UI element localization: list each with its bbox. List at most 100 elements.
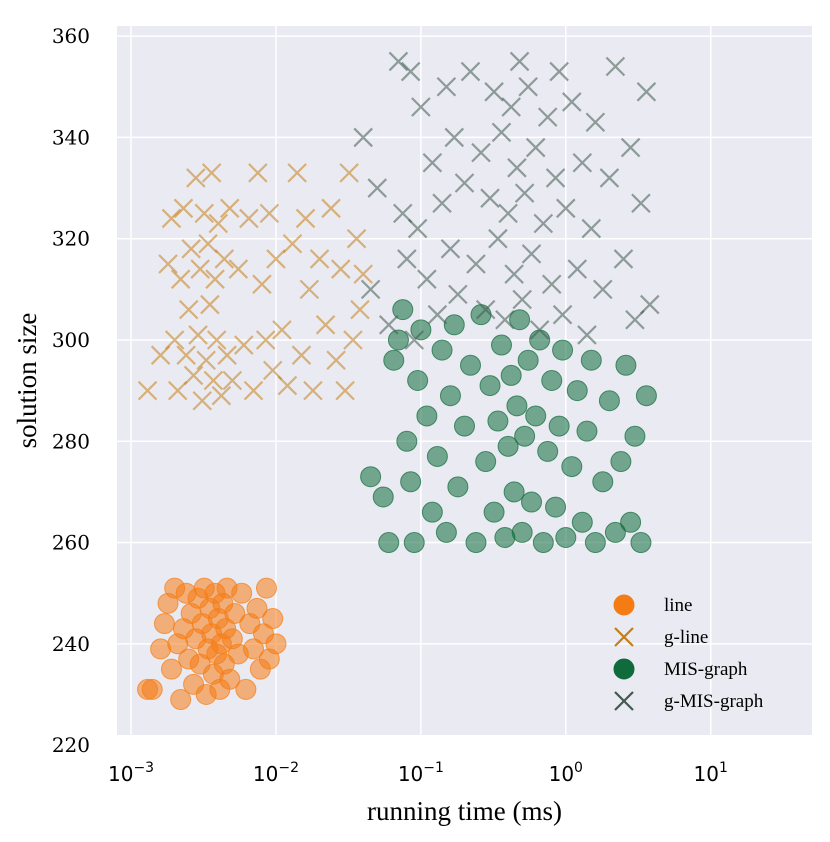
x-tick-label: 10−2	[253, 760, 299, 786]
data-point-g-MIS-graph	[577, 325, 597, 345]
y-tick-label: 360	[52, 24, 90, 48]
data-point-g-MIS-graph	[404, 330, 425, 350]
data-point-g-line	[211, 385, 232, 406]
data-point-g-MIS-graph	[581, 218, 602, 239]
data-point-g-MIS-graph	[498, 203, 518, 224]
data-point-line	[224, 602, 246, 624]
x-tick-label: 101	[694, 760, 728, 786]
legend: line g-line MIS-graph g-MIS-graph	[613, 594, 764, 712]
data-point-g-MIS-graph	[640, 294, 660, 315]
data-point-g-line	[198, 233, 218, 254]
data-point-g-MIS-graph	[599, 168, 620, 188]
data-point-g-MIS-graph	[417, 269, 437, 289]
data-point-g-line	[137, 380, 158, 401]
data-point-g-MIS-graph	[521, 244, 542, 264]
data-point-MIS-graph	[403, 532, 425, 554]
data-point-g-MIS-graph	[440, 239, 461, 259]
y-tick-label: 220	[52, 733, 90, 757]
data-point-g-line	[178, 299, 199, 320]
data-point-g-MIS-graph	[427, 304, 448, 325]
data-point-MIS-graph	[490, 334, 512, 356]
data-point-g-line	[222, 370, 243, 391]
data-point-MIS-graph	[517, 349, 539, 371]
data-point-g-line	[287, 163, 307, 183]
y-tick-label: 300	[52, 328, 90, 352]
legend-marker-g-line	[614, 627, 634, 647]
y-tick-label: 240	[52, 632, 90, 656]
data-point-MIS-graph	[360, 466, 382, 488]
data-point-MIS-graph	[396, 430, 418, 452]
y-tick-label: 280	[52, 429, 90, 453]
data-point-g-MIS-graph	[388, 51, 409, 72]
data-point-line	[231, 582, 253, 604]
data-point-MIS-graph	[503, 481, 525, 503]
data-point-MIS-graph	[566, 380, 588, 402]
data-point-g-MIS-graph	[432, 193, 452, 214]
data-point-MIS-graph	[407, 370, 429, 391]
data-point-MIS-graph	[620, 511, 642, 533]
data-point-line	[170, 689, 192, 711]
data-point-g-MIS-graph	[484, 82, 504, 102]
data-point-line	[153, 613, 175, 635]
data-point-MIS-graph	[439, 385, 461, 407]
data-point-g-MIS-graph	[537, 107, 558, 127]
data-point-g-line	[181, 239, 201, 259]
data-point-g-line	[252, 274, 272, 295]
data-point-MIS-graph	[635, 385, 657, 407]
data-point-g-MIS-graph	[471, 142, 491, 163]
data-point-MIS-graph	[571, 511, 593, 533]
data-point-MIS-graph	[487, 410, 509, 432]
data-point-g-line	[200, 294, 220, 315]
data-point-g-MIS-graph	[636, 82, 657, 102]
data-point-g-line	[164, 330, 185, 350]
data-point-g-line	[183, 365, 204, 386]
data-point-g-MIS-graph	[460, 61, 481, 82]
legend-label-g-line: g-line	[664, 627, 708, 648]
data-point-g-line	[161, 208, 182, 229]
data-point-g-line	[206, 330, 227, 350]
data-point-g-line	[326, 350, 346, 371]
data-point-g-line	[346, 228, 367, 249]
data-point-g-line	[339, 163, 359, 183]
x-tick-label: 10−3	[108, 760, 154, 786]
data-point-MIS-graph	[400, 471, 422, 493]
data-point-g-line	[192, 390, 213, 411]
data-point-g-MIS-graph	[448, 284, 468, 305]
data-point-g-line	[203, 370, 224, 391]
data-point-g-MIS-graph	[549, 61, 569, 82]
data-point-MIS-graph	[514, 425, 536, 447]
data-point-g-MIS-graph	[545, 168, 566, 188]
data-point-MIS-graph	[447, 476, 469, 498]
data-point-g-line	[217, 345, 237, 365]
data-point-g-line	[291, 345, 312, 365]
data-point-g-line	[295, 208, 316, 229]
series-g-MIS-graph	[353, 51, 660, 350]
legend-item-MIS-graph: MIS-graph	[613, 658, 748, 680]
x-tick-label: 100	[549, 760, 583, 786]
data-point-g-MIS-graph	[593, 279, 613, 300]
data-point-line	[235, 678, 257, 700]
data-point-g-MIS-graph	[475, 299, 496, 320]
data-point-g-MIS-graph	[518, 76, 538, 97]
data-point-MIS-graph	[506, 395, 528, 417]
data-point-g-MIS-graph	[488, 228, 508, 249]
data-point-g-line	[190, 259, 210, 279]
data-point-MIS-graph	[392, 299, 414, 321]
data-point-g-MIS-graph	[466, 254, 486, 274]
data-point-MIS-graph	[475, 451, 497, 473]
data-point-g-MIS-graph	[480, 188, 500, 208]
data-point-MIS-graph	[624, 425, 646, 447]
y-axis-ticks: 220 240 260 280 300 320 340 360	[52, 24, 90, 757]
data-point-g-MIS-graph	[572, 152, 593, 173]
data-point-line	[141, 678, 163, 700]
data-point-g-MIS-graph	[541, 274, 562, 295]
data-point-g-line	[201, 163, 222, 183]
data-point-MIS-graph	[511, 521, 533, 543]
data-point-g-line	[188, 325, 208, 345]
data-point-g-MIS-graph	[585, 112, 606, 132]
data-point-g-line	[196, 350, 216, 371]
data-point-g-line	[214, 249, 235, 269]
data-point-g-MIS-graph	[392, 203, 413, 224]
data-point-MIS-graph	[509, 309, 531, 331]
data-point-g-MIS-graph	[501, 97, 521, 117]
